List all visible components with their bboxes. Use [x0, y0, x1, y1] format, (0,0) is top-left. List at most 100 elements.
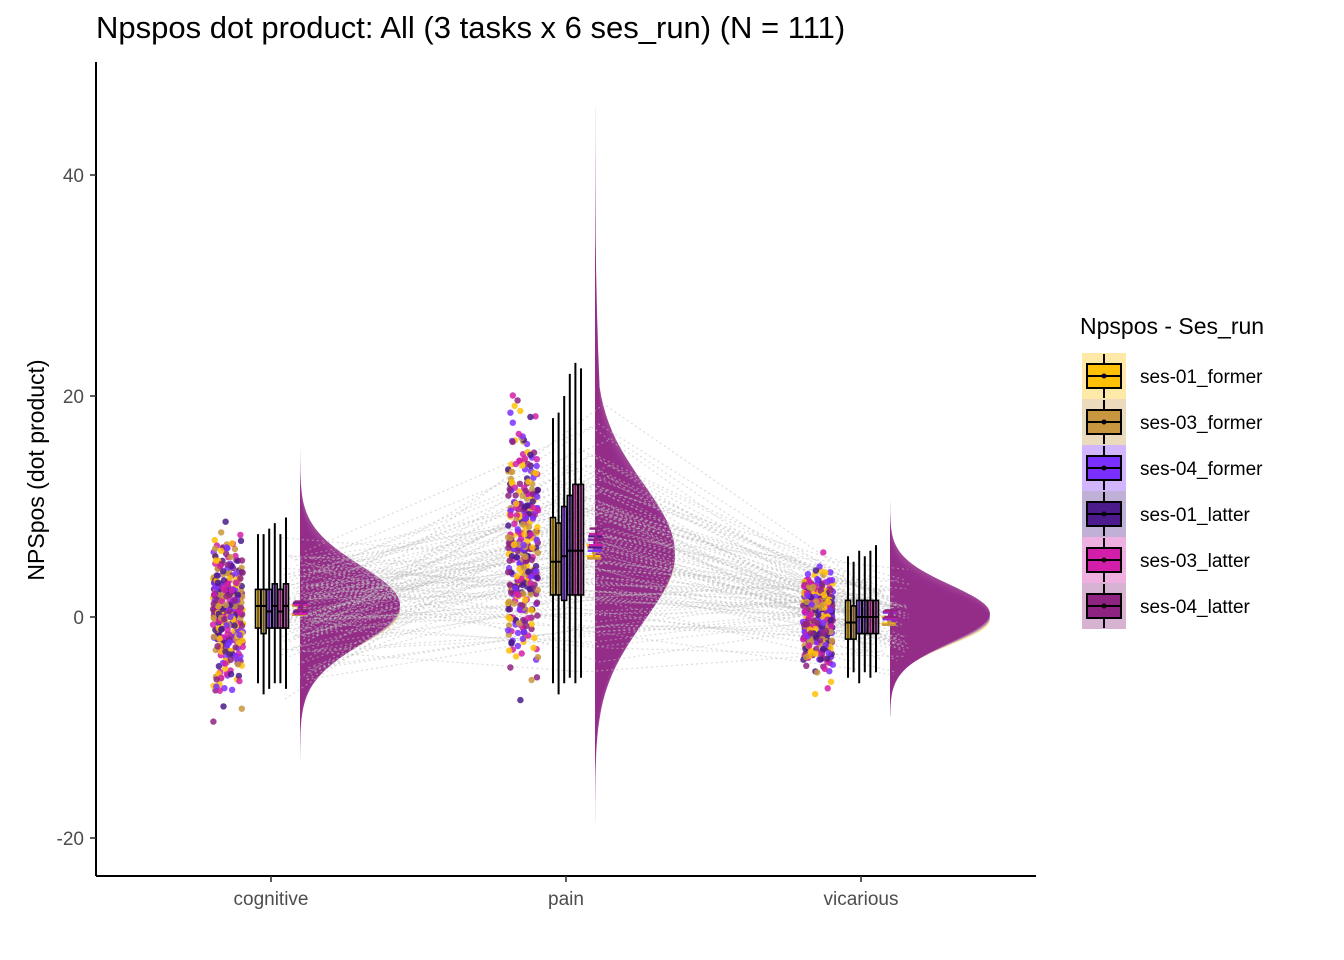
data-point [228, 587, 235, 594]
x-tick-label-cognitive: cognitive [234, 889, 309, 910]
data-point [233, 570, 240, 577]
legend-dot [1101, 603, 1107, 609]
density-pain-ses-04_latter [595, 108, 675, 827]
subject-line [282, 582, 891, 649]
data-point [827, 623, 835, 630]
data-point [527, 606, 535, 613]
data-point [234, 661, 242, 668]
data-point [510, 541, 518, 549]
chart-title: Npspos dot product: All (3 tasks x 6 ses… [96, 10, 846, 45]
data-point [511, 520, 518, 527]
data-point [808, 601, 815, 608]
data-point [506, 485, 513, 493]
data-point [222, 660, 229, 667]
subject-line [284, 506, 887, 645]
data-point [803, 662, 810, 669]
subject-line [295, 552, 882, 641]
data-point [217, 563, 224, 570]
data-point [228, 540, 235, 547]
data-point [800, 583, 808, 590]
subject-line [315, 596, 887, 651]
legend-label-ses-04_former: ses-04_former [1140, 459, 1263, 480]
data-point [527, 413, 534, 421]
data-point [825, 598, 832, 606]
data-point [224, 561, 231, 568]
jitter-points-layer [209, 392, 837, 725]
subject-line [316, 447, 882, 633]
box-pain-ses-03_latter [572, 483, 579, 596]
data-point [812, 567, 820, 574]
data-point [222, 648, 229, 655]
y-tick-label: 40 [63, 166, 84, 187]
data-point [534, 654, 542, 661]
data-point [220, 703, 227, 710]
data-point [799, 636, 807, 643]
data-point [504, 568, 512, 576]
data-point [209, 621, 217, 628]
y-tick-label: 0 [73, 608, 84, 629]
data-point [238, 557, 246, 564]
data-point [509, 438, 516, 446]
data-point [526, 585, 534, 593]
data-point [232, 644, 239, 651]
data-point [507, 511, 514, 519]
subject-line [305, 603, 897, 643]
subject-line [309, 624, 890, 671]
data-point [227, 671, 235, 678]
data-point [237, 575, 244, 582]
data-point [506, 557, 513, 564]
data-point [824, 685, 831, 692]
data-point [506, 581, 514, 588]
subject-line [306, 605, 891, 681]
data-point [217, 547, 225, 554]
subject-line [312, 531, 878, 603]
data-point [221, 587, 229, 594]
subject-line [283, 506, 872, 653]
subject-line [282, 535, 871, 610]
data-point [507, 409, 514, 416]
data-point [508, 468, 516, 475]
box-cognitive-ses-03_latter [277, 588, 284, 629]
data-point [236, 631, 243, 639]
data-point [528, 486, 536, 493]
data-point [812, 650, 819, 657]
data-point [517, 696, 524, 704]
data-point [528, 625, 535, 633]
data-point [238, 705, 245, 712]
data-point [512, 585, 519, 592]
data-point [534, 612, 541, 619]
legend: Npspos - Ses_run ses-01_former ses-03_for… [1080, 313, 1264, 629]
data-point [522, 487, 529, 494]
data-point [218, 529, 225, 536]
subject-line [315, 464, 880, 657]
data-point [214, 643, 221, 650]
data-point [513, 573, 520, 580]
data-point [807, 611, 814, 618]
data-point [210, 614, 217, 621]
data-point [223, 544, 230, 551]
subject-line [290, 556, 874, 663]
data-point [529, 504, 537, 511]
data-point [522, 596, 529, 603]
data-point [527, 451, 534, 458]
data-point [527, 531, 534, 538]
subject-line [291, 464, 877, 620]
data-point [238, 622, 246, 629]
data-point [213, 572, 221, 579]
data-point [809, 583, 817, 591]
data-point [509, 392, 516, 399]
data-point [820, 591, 828, 599]
data-point [534, 549, 542, 556]
mean-point-vicarious-ses-04_latter [889, 611, 894, 616]
box-cognitive-ses-03_former [260, 588, 267, 635]
legend-dot [1101, 511, 1107, 517]
density-vicarious-ses-04_latter [890, 473, 990, 717]
legend-dot [1101, 419, 1107, 425]
data-point [233, 579, 240, 587]
box-pain-ses-04_former [560, 505, 568, 602]
subject-line [313, 590, 909, 666]
data-point [815, 611, 822, 619]
data-point [820, 549, 827, 556]
data-point [232, 552, 239, 560]
